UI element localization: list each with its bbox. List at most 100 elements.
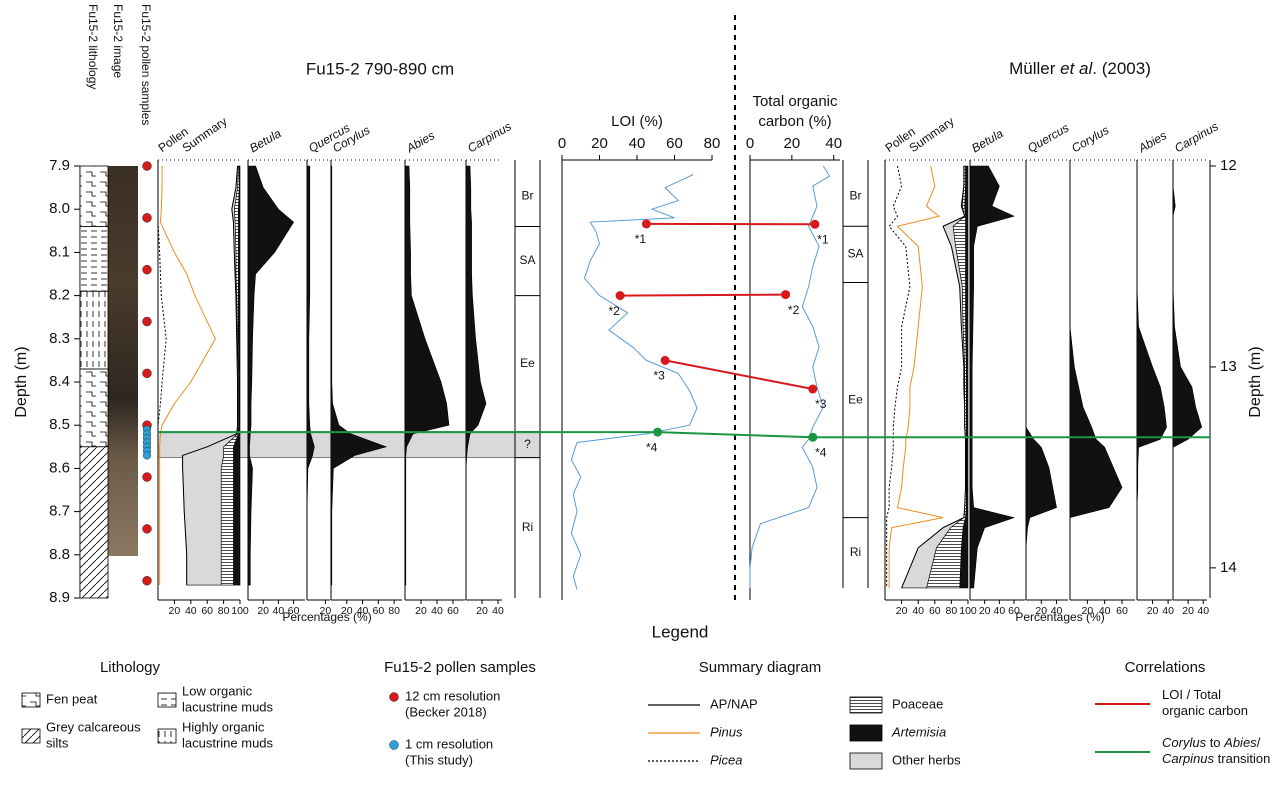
x-tick-label: 20 <box>591 135 608 152</box>
x-tick-label: 40 <box>629 135 646 152</box>
correlation-point <box>810 220 819 229</box>
core-image <box>108 166 138 556</box>
taxon-name: Quercus <box>1025 121 1071 156</box>
correlation-label: *1 <box>817 232 829 246</box>
depth-label: Depth (m) <box>13 346 30 417</box>
taxon-curve <box>307 166 314 585</box>
x-tick-label: 60 <box>447 605 459 617</box>
correlation-label: *2 <box>608 304 620 318</box>
legend-swatch <box>850 753 882 769</box>
legend-text: organic carbon <box>1162 703 1248 718</box>
lithology-unit <box>80 291 108 369</box>
legend-text: Fen peat <box>46 691 98 706</box>
legend-group-title: Summary diagram <box>699 659 822 676</box>
figure: Fu15-2 790-890 cmMüller et al. (2003)Fu1… <box>0 0 1273 790</box>
x-tick-label: 0 <box>746 135 754 152</box>
right-title-part: Müller <box>1009 59 1060 78</box>
proxy-line <box>750 166 830 588</box>
legend-text: Carpinus transition <box>1162 751 1270 766</box>
taxon-curve <box>466 166 486 585</box>
legend-swatch <box>850 697 882 713</box>
x-tick-label: 40 <box>825 135 842 152</box>
legend-text: LOI / Total <box>1162 687 1221 702</box>
legend-text: Other herbs <box>892 752 961 767</box>
page: { "left": { "title": "Fu15-2 790-890 cm"… <box>0 0 1273 790</box>
y-tick-label: 8.4 <box>49 373 70 390</box>
y-tick-label: 13 <box>1220 358 1237 375</box>
zone-label: ? <box>524 437 531 451</box>
x-tick-label: 100 <box>231 605 249 617</box>
x-tick-label: 60 <box>201 605 213 617</box>
taxon-curve <box>1026 166 1057 588</box>
legend-group-title: Fu15-2 pollen samples <box>384 659 536 676</box>
proxy-label: LOI (%) <box>611 113 663 130</box>
x-tick-label: 60 <box>929 605 941 617</box>
x-tick-label: 60 <box>1116 605 1128 617</box>
legend-text: (This study) <box>405 752 473 767</box>
right-title-part: . (2003) <box>1092 59 1151 78</box>
y-tick-label: 7.9 <box>49 157 70 174</box>
legend-swatch <box>22 693 40 707</box>
legend-swatch <box>22 729 40 743</box>
x-tick-label: 20 <box>257 605 269 617</box>
sample-dot <box>143 576 152 585</box>
y-tick-label: 8.0 <box>49 200 70 217</box>
zone-label: Ee <box>520 356 535 370</box>
x-axis-label: Percentages (%) <box>1015 610 1104 624</box>
x-tick-label: 20 <box>476 605 488 617</box>
taxon-curve <box>1137 166 1167 588</box>
legend-text: 1 cm resolution <box>405 736 493 751</box>
taxon-name: Abies <box>403 128 437 156</box>
y-tick-label: 8.5 <box>49 416 70 433</box>
x-tick-label: 20 <box>896 605 908 617</box>
zone-label: SA <box>847 247 863 261</box>
taxon-name: Corylus <box>1069 123 1111 155</box>
legend-text-part: Abies <box>1223 735 1257 750</box>
legend-text-part: / <box>1257 735 1261 750</box>
zone-label: Ee <box>848 392 863 406</box>
legend-text: Grey calcareous <box>46 719 141 734</box>
legend-text-part: Corylus <box>1162 735 1207 750</box>
legend-text: 12 cm resolution <box>405 688 500 703</box>
correlation-label: *2 <box>788 303 800 317</box>
sample-dot <box>143 473 152 482</box>
legend-group-title: Lithology <box>100 659 161 676</box>
legend-text: (Becker 2018) <box>405 704 487 719</box>
x-tick-label: 0 <box>558 135 566 152</box>
x-tick-label: 80 <box>946 605 958 617</box>
sample-dot <box>143 524 152 533</box>
taxon-name: Betula <box>969 126 1006 155</box>
sample-dot <box>143 369 152 378</box>
correlation-line <box>665 360 813 389</box>
x-tick-label: 40 <box>1197 605 1209 617</box>
lithology-unit <box>80 369 108 447</box>
zone-label: Ri <box>850 545 861 559</box>
sample-dot <box>143 213 152 222</box>
sample-dot <box>143 162 152 171</box>
correlation-label: *3 <box>815 397 827 411</box>
x-tick-label: 100 <box>959 605 977 617</box>
y-tick-label: 8.2 <box>49 287 70 304</box>
x-tick-label: 20 <box>169 605 181 617</box>
x-tick-label: 20 <box>1147 605 1159 617</box>
taxon-curve <box>1173 166 1202 588</box>
summary-line <box>889 166 943 588</box>
x-tick-label: 40 <box>185 605 197 617</box>
zone-label: SA <box>519 253 535 267</box>
x-tick-label: 40 <box>912 605 924 617</box>
x-tick-label: 40 <box>1162 605 1174 617</box>
legend-text: lacustrine muds <box>182 699 274 714</box>
correlation-point <box>642 219 651 228</box>
legend-text-part: LOI / Total <box>1162 687 1221 702</box>
x-tick-label: 20 <box>1182 605 1194 617</box>
legend-text-part: to <box>1206 735 1224 750</box>
x-tick-label: 40 <box>492 605 504 617</box>
correlation-line <box>620 295 785 296</box>
lithology-unit <box>80 166 108 226</box>
legend-dot <box>390 741 399 750</box>
legend-text: Highly organic <box>182 719 265 734</box>
y-tick-label: 8.7 <box>49 503 70 520</box>
taxon-name: Betula <box>247 126 284 155</box>
lithology-unit <box>80 447 108 598</box>
taxon-name: Carpinus <box>1172 119 1221 155</box>
